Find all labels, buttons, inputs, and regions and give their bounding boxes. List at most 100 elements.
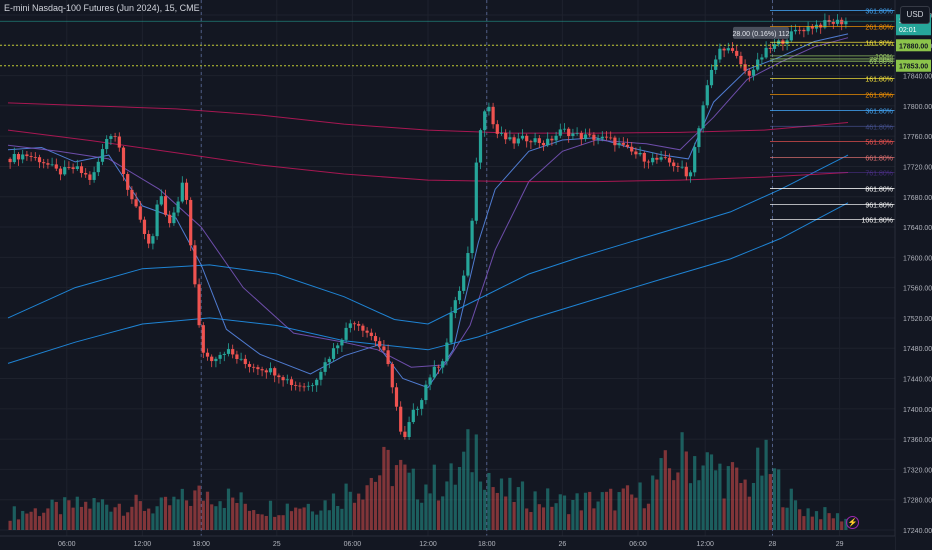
candle-body [201,325,205,353]
candle-body [432,366,436,378]
candle-body [403,431,407,437]
candle-body [151,236,155,244]
candle-body [142,219,147,234]
fib-level-label: 261.80% [865,24,893,31]
volume-bar [697,480,701,530]
candle-body [726,48,730,51]
price-axis-background [895,0,932,550]
candle-body [617,143,621,146]
volume-bar [403,464,407,530]
candle-body [411,409,415,423]
candle-body [121,147,126,175]
candle-body [499,132,504,134]
candle-body [331,348,336,359]
volume-bar [844,518,848,530]
price-tick-label: 17840.00 [903,74,932,81]
volume-bar [25,513,29,530]
candle-body [579,133,583,140]
volume-bar [445,481,449,530]
volume-bar [651,475,655,530]
volume-bar [344,483,348,530]
volume-bar [327,510,331,530]
candle-body [42,162,46,164]
volume-bar [659,458,663,530]
time-tick-label: 06:00 [58,541,76,548]
volume-bar [407,472,411,530]
candle-body [588,134,592,136]
candle-body [676,166,680,167]
candle-body [168,214,172,224]
candle-body [592,134,596,140]
candle-body [596,138,600,140]
candle-body [470,220,474,254]
price-tag-b-label: 17853.00 [899,64,928,71]
fib-level-label: 961.80% [865,202,893,209]
candle-body [630,146,634,152]
volume-bar [777,469,781,530]
candle-body [546,138,550,146]
candle-body [8,158,12,163]
volume-bar [54,501,58,530]
volume-bar [294,507,298,530]
candle-body [806,26,810,32]
volume-bar [541,507,546,530]
volume-bar [306,503,310,530]
flash-icon[interactable]: ⚡ [846,516,859,529]
volume-bar [810,516,814,530]
volume-bar [432,464,436,530]
volume-bar [42,512,46,530]
volume-bar [37,516,42,530]
candle-body [281,377,285,381]
candle-body [567,128,571,137]
candle-body [495,124,499,134]
volume-bar [819,519,823,530]
volume-bar [109,511,113,530]
candle-body [604,136,609,138]
volume-bar [802,516,806,530]
volume-bar [831,518,835,530]
volume-bar [772,468,777,530]
volume-bar [373,481,378,530]
volume-bar [378,475,382,530]
time-tick-label: 06:00 [629,541,647,548]
candle-body [688,172,693,177]
candle-body [760,57,764,60]
volume-bar [634,497,638,530]
price-tick-label: 17360.00 [903,437,932,444]
volume-bar [609,488,613,530]
candle-body [54,164,58,169]
volume-bar [428,493,432,530]
candle-body [298,385,302,387]
candle-body [520,135,525,139]
volume-bar [79,506,84,530]
candle-body [772,44,777,49]
candle-body [659,157,663,160]
candle-body [428,377,432,385]
volume-bar [331,493,336,530]
candle-body [399,406,403,432]
volume-bar [529,512,533,530]
symbol-title: E-mini Nasdaq-100 Futures (Jun 2024), 15… [4,3,200,13]
volume-bar [747,496,751,530]
volume-bar [386,449,390,530]
currency-button[interactable]: USD [900,6,930,24]
price-tick-label: 17280.00 [903,498,932,505]
price-tag-a-label: 17880.00 [899,43,928,50]
candle-body [340,339,344,346]
volume-bar [180,488,184,530]
candle-body [625,144,630,147]
fib-level-label: 100% [875,54,893,61]
candle-body [554,135,558,141]
candle-body [390,364,394,388]
volume-bar [546,488,550,530]
candle-body [600,136,604,139]
candle-body [75,166,79,169]
candle-body [802,29,806,32]
volume-bar [268,500,273,530]
volume-bar [130,506,134,530]
volume-bar [617,492,621,530]
volume-bar [138,501,142,530]
volume-bar [310,511,315,530]
volume-bar [840,521,844,530]
